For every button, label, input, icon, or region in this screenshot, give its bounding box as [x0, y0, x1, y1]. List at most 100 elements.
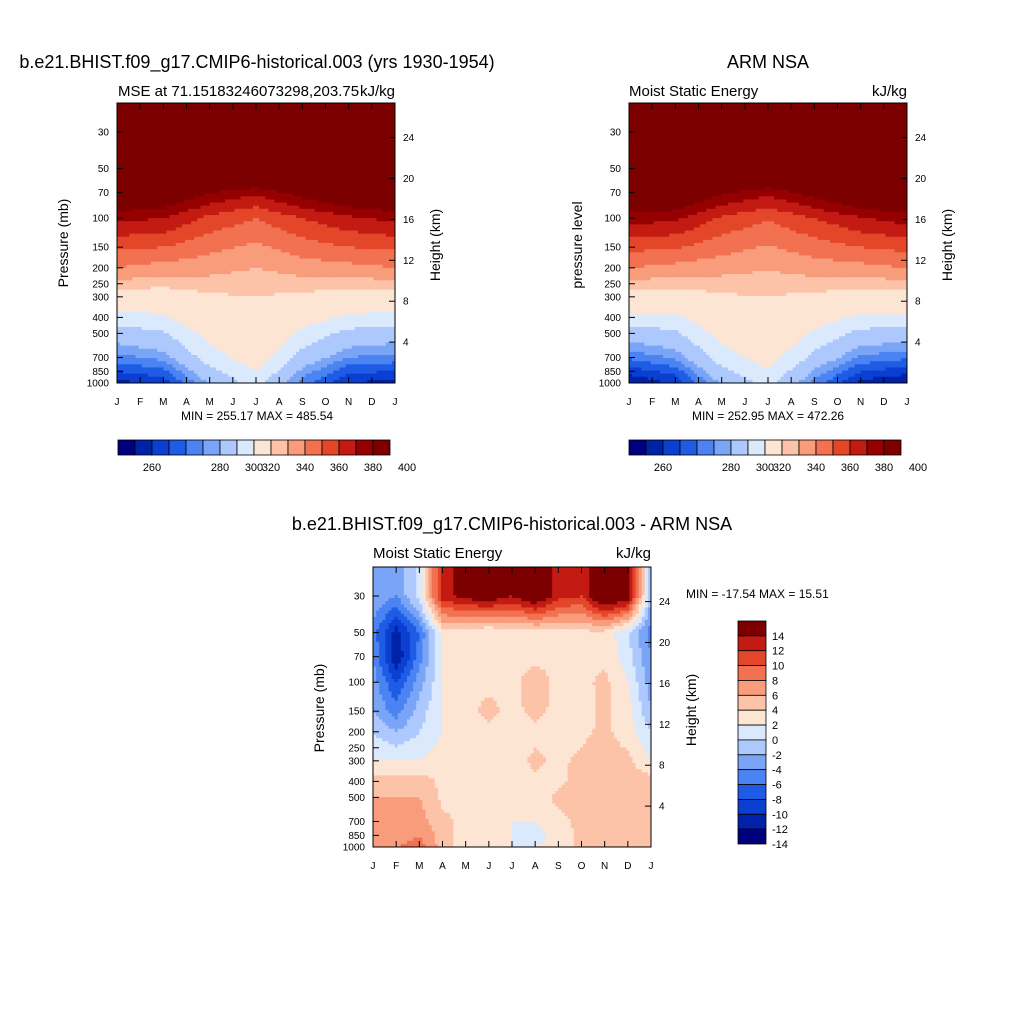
contour-cell [123, 118, 127, 123]
contour-cell [348, 146, 353, 151]
contour-cell [138, 112, 143, 116]
contour-cell [203, 258, 208, 263]
contour-cell [147, 159, 152, 163]
contour-cell [178, 137, 183, 141]
contour-cell [234, 205, 238, 210]
contour-cell [286, 255, 291, 260]
contour-cell [361, 215, 365, 219]
contour-cell [314, 249, 319, 253]
contour-cell [388, 159, 393, 163]
contour-cell [388, 115, 393, 120]
contour-cell [299, 162, 303, 166]
contour-cell [367, 149, 371, 154]
contour-cell [339, 261, 343, 266]
contour-cell [215, 187, 220, 191]
contour-cell [141, 155, 146, 160]
contour-cell [317, 152, 322, 157]
contour-cell [215, 208, 220, 213]
contour-cell [181, 180, 186, 185]
contour-cell [209, 246, 214, 250]
contour-cell [212, 112, 217, 116]
contour-cell [141, 239, 146, 244]
contour-cell [286, 239, 291, 244]
contour-cell [385, 124, 390, 129]
contour-cell [308, 121, 313, 126]
contour-cell [141, 109, 146, 113]
contour-cell [188, 243, 192, 247]
contour-cell [286, 267, 291, 272]
contour-cell [160, 267, 164, 272]
contour-cell [237, 187, 242, 191]
contour-cell [268, 271, 272, 275]
contour-cell [342, 162, 347, 166]
contour-cell [308, 258, 313, 263]
contour-cell [240, 199, 245, 204]
contour-cell [348, 140, 353, 144]
contour-cell [200, 109, 204, 113]
contour-cell [191, 134, 195, 138]
contour-cell [333, 239, 337, 244]
contour-cell [283, 180, 288, 185]
contour-cell [237, 208, 242, 213]
contour-cell [364, 264, 368, 269]
contour-cell [388, 177, 393, 182]
contour-cell [181, 112, 186, 116]
contour-cell [296, 118, 300, 123]
contour-cell [317, 196, 322, 200]
contour-cell [367, 239, 371, 244]
contour-cell [209, 124, 214, 129]
contour-cell [215, 168, 220, 172]
contour-cell [132, 180, 137, 185]
contour-cell [305, 180, 310, 185]
contour-cell [305, 190, 310, 194]
contour-cell [262, 193, 266, 197]
contour-cell [252, 131, 257, 135]
contour-cell [302, 258, 306, 263]
contour-cell [163, 118, 167, 123]
contour-cell [209, 140, 214, 144]
contour-cell [150, 255, 155, 260]
contour-cell [206, 211, 211, 216]
contour-cell [308, 149, 313, 154]
contour-cell [367, 168, 371, 172]
contour-cell [271, 115, 276, 120]
contour-cell [228, 109, 232, 113]
contour-cell [231, 131, 235, 135]
contour-cell [117, 208, 121, 213]
contour-cell [246, 199, 251, 204]
contour-cell [184, 267, 189, 272]
contour-cell [339, 118, 343, 123]
contour-cell [354, 249, 359, 253]
contour-cell [351, 190, 356, 194]
contour-cell [330, 159, 334, 163]
contour-cell [364, 121, 368, 126]
contour-cell [345, 168, 350, 172]
contour-cell [231, 227, 235, 232]
contour-cell [123, 143, 127, 148]
contour-cell [231, 258, 235, 263]
contour-cell [327, 131, 331, 135]
contour-cell [200, 258, 204, 263]
contour-cell [197, 252, 201, 256]
contour-cell [234, 159, 238, 163]
contour-cell [243, 127, 248, 132]
contour-cell [160, 121, 164, 126]
contour-cell [231, 140, 235, 144]
contour-cell [141, 177, 146, 182]
contour-cell [200, 202, 204, 207]
contour-cell [215, 196, 220, 200]
contour-cell [364, 208, 368, 213]
contour-cell [234, 162, 238, 166]
contour-cell [212, 143, 217, 148]
contour-cell [203, 187, 208, 191]
contour-cell [274, 131, 279, 135]
contour-cell [256, 246, 260, 250]
contour-cell [345, 224, 350, 228]
contour-cell [166, 127, 171, 132]
contour-cell [181, 274, 186, 278]
contour-cell [228, 252, 232, 256]
contour-cell [175, 140, 180, 144]
contour-cell [348, 252, 353, 256]
contour-cell [234, 221, 238, 225]
contour-cell [256, 190, 260, 194]
